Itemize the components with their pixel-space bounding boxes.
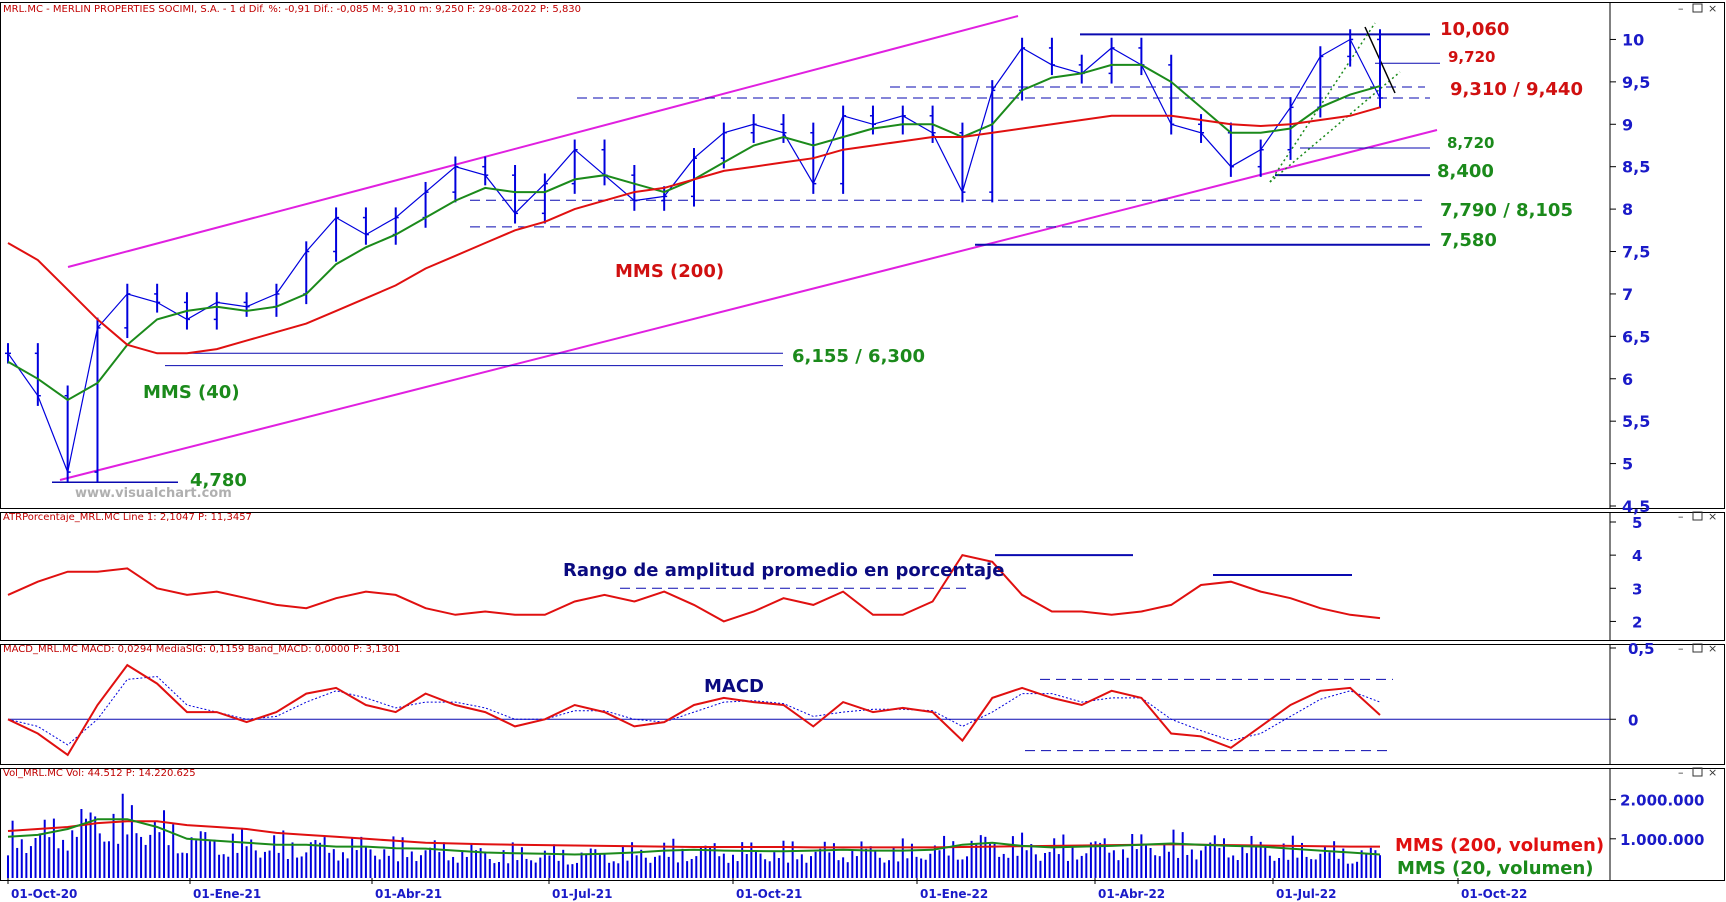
volume-panel-controls[interactable]: – × <box>1678 766 1717 779</box>
price-tick-label: 9,5 <box>1622 73 1650 92</box>
label-8720: 8,720 <box>1447 134 1494 152</box>
date-tick-label: 01-Ene-22 <box>920 887 988 901</box>
price-tick-label: 7,5 <box>1622 243 1650 262</box>
macd-signal-line <box>7 675 1381 746</box>
date-tick-label: 01-Abr-22 <box>1098 887 1165 901</box>
date-tick-label: 01-Abr-21 <box>375 887 442 901</box>
atr-tick-label: 3 <box>1632 580 1642 598</box>
price-tick-label: 5 <box>1622 455 1633 474</box>
volume-bars <box>7 793 1381 878</box>
atr-panel-header: ATRPorcentaje_MRL.MC Line 1: 2,1047 P: 1… <box>3 512 252 523</box>
macd-extra <box>8 678 1610 752</box>
price-tick-label: 4,5 <box>1622 497 1650 516</box>
volume-ticks: 2.000.000 1.000.000 <box>1610 792 1704 849</box>
maximize-icon[interactable] <box>1692 643 1703 653</box>
date-tick-label: 01-Oct-21 <box>736 887 802 901</box>
volume-legend-20: MMS (20, volumen) <box>1397 858 1594 879</box>
price-panel-header: MRL.MC - MERLIN PROPERTIES SOCIMI, S.A. … <box>3 4 581 15</box>
close-icon[interactable]: × <box>1708 642 1717 655</box>
maximize-icon[interactable] <box>1692 767 1703 777</box>
price-tick-label: 8,5 <box>1622 158 1650 177</box>
label-support1: 6,155 / 6,300 <box>792 346 925 367</box>
price-tick-label: 9 <box>1622 115 1633 134</box>
atr-title: Rango de amplitud promedio en porcentaje <box>563 560 1004 581</box>
minimize-icon[interactable]: – <box>1678 642 1684 655</box>
maximize-icon[interactable] <box>1692 3 1703 13</box>
close-icon[interactable]: × <box>1708 2 1717 15</box>
price-close-line <box>7 38 1381 475</box>
macd-series <box>7 663 1381 757</box>
price-tick-label: 8 <box>1622 200 1633 219</box>
wedge-lower <box>1269 71 1401 183</box>
atr-tick-label: 5 <box>1632 514 1642 532</box>
mms200-label: MMS (200) <box>615 261 724 282</box>
date-tick-label: 01-Jul-21 <box>552 887 612 901</box>
label-low: 4,780 <box>190 470 247 491</box>
price-panel-controls[interactable]: – × <box>1678 2 1717 15</box>
date-tick-label: 01-Oct-22 <box>1461 887 1527 901</box>
minimize-icon[interactable]: – <box>1678 2 1684 15</box>
price-tick-label: 6 <box>1622 370 1633 389</box>
label-8400: 8,400 <box>1437 161 1494 182</box>
price-ticks: 10 9,5 9 8,5 8 7,5 7 6,5 6 5,5 5 4,5 <box>1610 30 1650 516</box>
price-tick-label: 5,5 <box>1622 412 1650 431</box>
panel-frame-atr <box>0 512 1725 641</box>
atr-ticks: 5 4 3 2 <box>1610 514 1642 631</box>
label-7580: 7,580 <box>1440 230 1497 251</box>
macd-line <box>7 663 1381 757</box>
atr-series <box>7 553 1381 623</box>
atr-tick-label: 2 <box>1632 613 1642 631</box>
atr-extra <box>620 554 1352 589</box>
channel-lower-line <box>59 129 1438 481</box>
watermark: www.visualchart.com <box>75 486 232 501</box>
atr-panel-controls[interactable]: – × <box>1678 510 1717 523</box>
mms40-label: MMS (40) <box>143 382 240 403</box>
macd-tick-label: 0,5 <box>1628 640 1655 658</box>
macd-title: MACD <box>704 676 764 697</box>
volume-tick-label: 2.000.000 <box>1620 792 1704 810</box>
volume-legend-200: MMS (200, volumen) <box>1395 835 1604 856</box>
minimize-icon[interactable]: – <box>1678 510 1684 523</box>
volume-series <box>7 818 1381 856</box>
mms200-line <box>7 106 1381 355</box>
volume-tick-label: 1.000.000 <box>1620 831 1704 849</box>
channel-upper-line <box>67 15 1019 268</box>
maximize-icon[interactable] <box>1692 511 1703 521</box>
label-7790: 7,790 / 8,105 <box>1440 200 1573 221</box>
macd-panel-controls[interactable]: – × <box>1678 642 1717 655</box>
price-levels <box>52 15 1440 483</box>
volume-mms20-line <box>7 818 1381 856</box>
macd-ticks: 0,50 <box>1610 640 1655 729</box>
atr-line <box>7 553 1381 623</box>
wedge-upper <box>1269 22 1376 183</box>
close-icon[interactable]: × <box>1708 766 1717 779</box>
price-tick-label: 10 <box>1622 30 1644 49</box>
macd-panel-header: MACD_MRL.MC MACD: 0,0294 MediaSIG: 0,115… <box>3 644 401 655</box>
label-10060: 10,060 <box>1440 19 1509 40</box>
volume-panel-header: Vol_MRL.MC Vol: 44.512 P: 14.220.625 <box>3 768 196 779</box>
label-9720: 9,720 <box>1448 48 1495 66</box>
date-tick-label: 01-Oct-20 <box>11 887 77 901</box>
date-axis: 01-Oct-20 01-Ene-21 01-Abr-21 01-Jul-21 01-O… <box>7 878 1527 901</box>
price-tick-label: 6,5 <box>1622 327 1650 346</box>
minimize-icon[interactable]: – <box>1678 766 1684 779</box>
atr-tick-label: 4 <box>1632 547 1642 565</box>
macd-tick-label: 0 <box>1628 711 1638 729</box>
date-tick-label: 01-Jul-22 <box>1276 887 1336 901</box>
date-tick-label: 01-Ene-21 <box>193 887 261 901</box>
panel-frame-macd <box>0 644 1725 765</box>
price-tick-label: 7 <box>1622 285 1633 304</box>
close-icon[interactable]: × <box>1708 510 1717 523</box>
panel-frame-price <box>0 2 1725 509</box>
label-9310: 9,310 / 9,440 <box>1450 79 1583 100</box>
price-series <box>5 29 1383 483</box>
